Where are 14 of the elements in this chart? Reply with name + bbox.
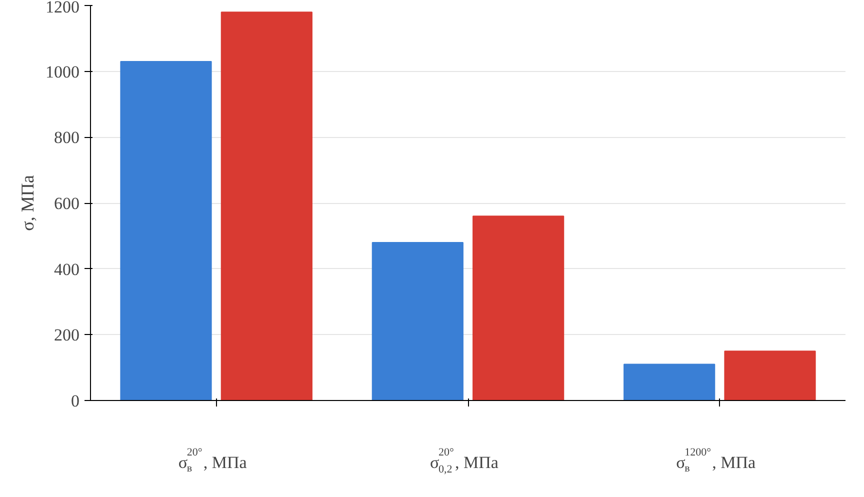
y-tick-label: 0 — [71, 392, 80, 410]
y-axis-title: σ, МПа — [18, 175, 38, 231]
y-tick-label: 800 — [54, 128, 80, 148]
y-tick-label: 1000 — [46, 62, 80, 82]
bar — [472, 216, 564, 400]
y-tick-label: 600 — [54, 194, 80, 213]
y-tick-label: 1200 — [46, 0, 80, 16]
bar — [372, 242, 464, 400]
y-tick-label: 200 — [54, 326, 80, 345]
bar — [220, 12, 312, 400]
y-tick-label: 400 — [54, 260, 80, 279]
bar — [624, 364, 716, 400]
bar — [724, 350, 816, 400]
bar — [120, 60, 212, 400]
